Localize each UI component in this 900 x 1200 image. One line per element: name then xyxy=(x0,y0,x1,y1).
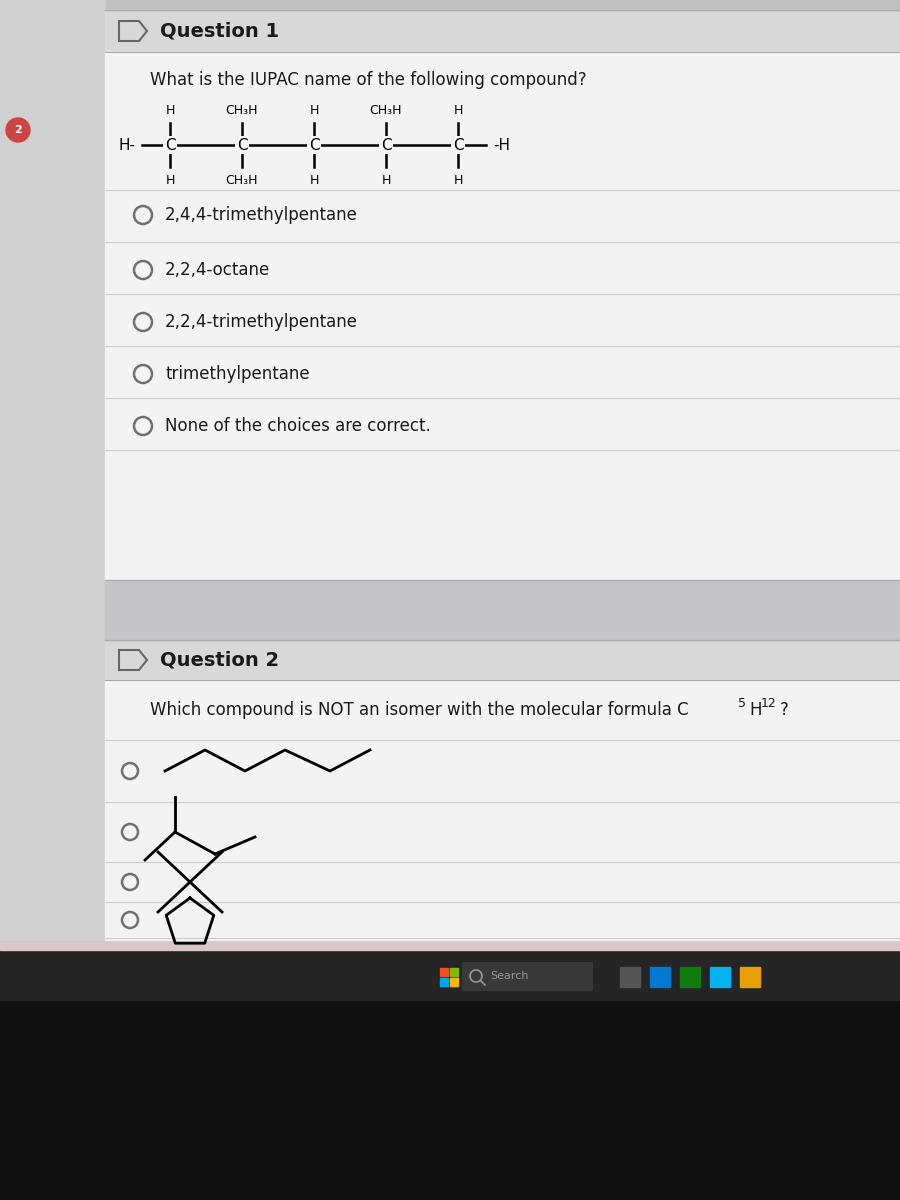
Text: H: H xyxy=(454,103,463,116)
Bar xyxy=(105,10,900,52)
Circle shape xyxy=(6,118,30,142)
Text: Question 1: Question 1 xyxy=(160,22,279,41)
Text: CH₃H: CH₃H xyxy=(226,174,258,186)
Text: Search: Search xyxy=(490,971,528,982)
Text: C: C xyxy=(309,138,320,152)
Text: Which compound is NOT an isomer with the molecular formula C: Which compound is NOT an isomer with the… xyxy=(150,701,688,719)
Text: CH₃H: CH₃H xyxy=(370,103,402,116)
Text: None of the choices are correct.: None of the choices are correct. xyxy=(165,416,431,434)
Text: H: H xyxy=(382,174,391,186)
Text: 2: 2 xyxy=(14,125,22,134)
Bar xyxy=(710,967,730,986)
Bar xyxy=(680,967,700,986)
Text: H: H xyxy=(166,103,175,116)
Bar xyxy=(105,580,900,640)
Bar xyxy=(620,967,640,986)
Text: -H: -H xyxy=(493,138,510,152)
Bar xyxy=(0,950,900,1000)
Text: ?: ? xyxy=(780,701,789,719)
Text: 2,2,4-octane: 2,2,4-octane xyxy=(165,260,270,278)
Bar xyxy=(650,967,670,986)
Text: H: H xyxy=(310,103,319,116)
Bar xyxy=(740,967,760,986)
Text: H-: H- xyxy=(118,138,135,152)
Bar xyxy=(440,978,448,986)
Text: 5: 5 xyxy=(738,697,746,710)
Bar xyxy=(440,968,448,976)
Bar xyxy=(105,680,900,940)
Bar xyxy=(105,640,900,680)
Text: H: H xyxy=(166,174,175,186)
Bar xyxy=(450,968,458,976)
Text: C: C xyxy=(381,138,392,152)
Text: CH₃H: CH₃H xyxy=(226,103,258,116)
Text: C: C xyxy=(237,138,248,152)
Bar xyxy=(450,978,458,986)
Text: H: H xyxy=(749,701,761,719)
Bar xyxy=(0,1000,900,1200)
Bar xyxy=(462,962,592,990)
Bar xyxy=(0,0,105,940)
Text: What is the IUPAC name of the following compound?: What is the IUPAC name of the following … xyxy=(150,71,587,89)
Text: 12: 12 xyxy=(761,697,777,710)
Text: C: C xyxy=(165,138,176,152)
Bar xyxy=(105,52,900,580)
Text: 2,4,4-trimethylpentane: 2,4,4-trimethylpentane xyxy=(165,206,358,224)
Bar xyxy=(0,0,900,940)
Text: H: H xyxy=(310,174,319,186)
Text: Question 2: Question 2 xyxy=(160,650,279,670)
Bar xyxy=(0,940,900,950)
Text: C: C xyxy=(453,138,464,152)
Text: 2,2,4-trimethylpentane: 2,2,4-trimethylpentane xyxy=(165,313,358,331)
Text: H: H xyxy=(454,174,463,186)
Text: trimethylpentane: trimethylpentane xyxy=(165,365,310,383)
